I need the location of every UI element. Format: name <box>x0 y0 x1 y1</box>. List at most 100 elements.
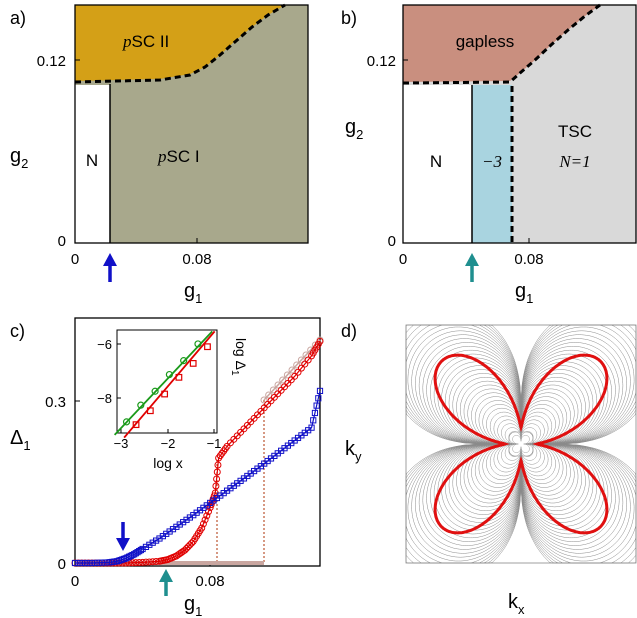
data-point <box>142 558 150 566</box>
data-point <box>149 539 156 546</box>
data-point <box>203 512 211 520</box>
data-point <box>308 424 315 431</box>
inset-y-axis-label: log Δ1 <box>229 338 249 376</box>
data-point <box>82 559 89 567</box>
contour-line <box>504 427 538 461</box>
data-point <box>291 372 299 380</box>
data-point <box>95 559 102 566</box>
data-point <box>313 402 320 409</box>
data-point <box>135 559 143 567</box>
inset-x-axis-label: log x <box>153 455 183 471</box>
data-point <box>128 559 136 567</box>
topological-region <box>472 85 512 243</box>
data-point <box>136 548 143 555</box>
inset-xtick-label: −3 <box>114 436 129 451</box>
data-point <box>175 373 183 381</box>
y-axis-label: g2 <box>345 116 363 142</box>
gapless-region <box>403 5 600 82</box>
data-point <box>297 364 305 372</box>
fit-line <box>113 330 213 436</box>
contour-line <box>422 342 620 546</box>
data-point <box>213 475 221 483</box>
y-axis-label: Δ1 <box>10 427 31 453</box>
inset-series-red <box>123 330 216 439</box>
teal-arrow-icon <box>465 253 479 282</box>
panel-a: a) 0.12 0 0 0.08 g2 g1 N pSC I pSC II <box>10 3 309 306</box>
xtick-label: 0 <box>71 573 79 590</box>
panel-b-letter: b) <box>341 8 357 28</box>
contour-line <box>508 431 534 457</box>
data-point <box>132 421 140 429</box>
contour-line <box>493 415 549 473</box>
data-point <box>274 381 282 389</box>
data-point <box>98 559 106 566</box>
contour-line <box>407 326 635 562</box>
data-point <box>304 356 312 364</box>
x-axis-label: kx <box>508 591 525 617</box>
data-point <box>88 559 95 567</box>
data-point <box>301 360 309 368</box>
contour-line <box>426 346 616 542</box>
data-point <box>132 559 140 567</box>
data-point <box>310 417 317 424</box>
data-point <box>165 370 173 379</box>
panel-a-frame <box>74 4 309 244</box>
contour-line <box>448 369 594 519</box>
data-point <box>78 559 85 567</box>
data-point <box>122 418 131 426</box>
series-blue <box>71 387 324 567</box>
panel-c-letter: c) <box>10 321 25 341</box>
data-point <box>152 557 160 565</box>
contour-line <box>512 435 530 453</box>
data-point <box>214 461 222 469</box>
region-label-tsc: TSC <box>558 122 592 141</box>
contour-line <box>441 361 601 527</box>
contour-line <box>415 334 627 554</box>
data-point <box>316 387 324 395</box>
data-point <box>161 390 169 398</box>
region-label-psc2: pSC II <box>122 32 169 51</box>
ytick-label: 0.3 <box>45 394 66 411</box>
data-point <box>269 386 277 394</box>
gapless-boundary <box>402 3 601 85</box>
data-point <box>151 387 159 395</box>
ytick-label: 0 <box>58 556 66 573</box>
data-point <box>288 366 296 374</box>
panel-d: d) ky kx <box>341 321 637 617</box>
panel-b-frame <box>402 4 637 244</box>
contour-line <box>430 349 612 539</box>
ytick-label: 0.12 <box>367 53 396 70</box>
contour-line <box>445 365 597 523</box>
data-point <box>198 524 206 532</box>
fermi-surface <box>433 353 609 535</box>
contour-line <box>405 324 637 564</box>
inset-xtick-label: −1 <box>207 436 222 451</box>
data-point <box>92 559 99 566</box>
psc2-boundary <box>74 3 286 84</box>
data-point <box>194 340 202 348</box>
contour-line <box>486 407 556 481</box>
data-point <box>132 550 139 557</box>
contour-line <box>501 423 541 465</box>
inset-ytick-label: −8 <box>97 391 112 406</box>
upper-branch <box>263 339 321 401</box>
contour-line <box>418 338 624 550</box>
contour-line <box>411 330 631 558</box>
inset-xtick-label: −2 <box>161 436 176 451</box>
contour-line <box>489 411 553 477</box>
panel-d-frame <box>405 324 637 564</box>
panel-a-letter: a) <box>10 8 26 28</box>
data-point <box>71 559 79 567</box>
data-point <box>134 549 141 556</box>
data-point <box>204 343 211 351</box>
data-point <box>297 356 305 364</box>
region-label-gapless: gapless <box>456 32 515 51</box>
data-point <box>311 409 319 417</box>
data-point <box>180 357 188 365</box>
data-point <box>139 558 147 566</box>
xtick-label: 0.08 <box>195 573 224 590</box>
ytick-label: 0 <box>58 233 66 250</box>
normal-region <box>75 85 110 243</box>
panel-b: b) 0.12 0 0 0.08 g2 g1 N −3 TSC N=1 gapl… <box>341 3 637 306</box>
data-point <box>137 546 144 554</box>
